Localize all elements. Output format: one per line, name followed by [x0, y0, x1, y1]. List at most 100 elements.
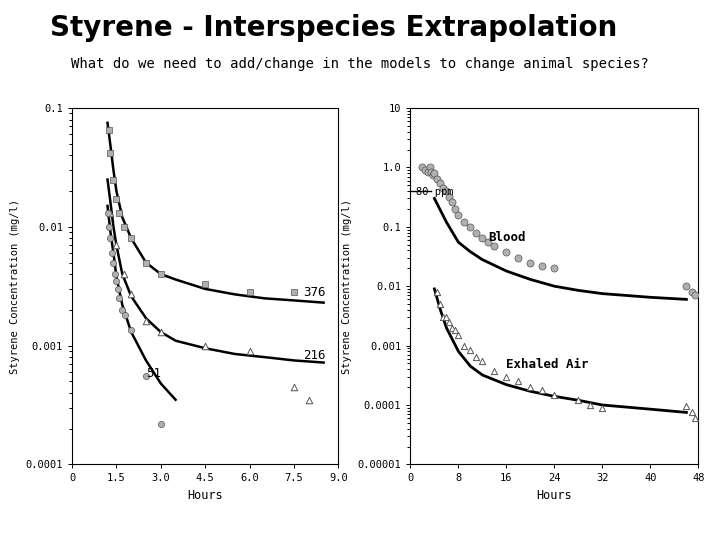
Text: Exhaled Air: Exhaled Air: [506, 358, 589, 371]
Point: [513, 377, 524, 386]
Point: [446, 198, 458, 206]
Point: [140, 258, 152, 267]
Point: [500, 247, 512, 256]
Point: [420, 166, 431, 174]
Point: [125, 290, 137, 299]
Point: [432, 174, 444, 183]
Text: 376: 376: [303, 286, 325, 299]
Point: [417, 163, 428, 172]
Y-axis label: Styrene Concentration (mg/l): Styrene Concentration (mg/l): [10, 199, 20, 374]
Point: [118, 222, 130, 231]
Point: [680, 282, 692, 291]
Point: [446, 323, 458, 332]
Point: [525, 383, 536, 391]
Point: [482, 238, 494, 247]
Point: [438, 184, 449, 192]
Point: [477, 357, 488, 366]
Text: 51: 51: [146, 367, 161, 380]
Point: [114, 209, 125, 218]
Point: [303, 395, 315, 404]
Point: [435, 179, 446, 187]
Point: [125, 326, 137, 334]
Point: [424, 163, 436, 172]
Point: [438, 313, 449, 322]
Text: 80 ppm: 80 ppm: [416, 187, 454, 197]
Text: Blood: Blood: [488, 232, 526, 245]
X-axis label: Hours: Hours: [536, 489, 572, 502]
Point: [244, 347, 256, 355]
Point: [112, 285, 124, 293]
Point: [423, 167, 434, 176]
Point: [687, 288, 698, 296]
Y-axis label: Styrene Concentration (mg/l): Styrene Concentration (mg/l): [342, 199, 352, 374]
Point: [471, 228, 482, 237]
Text: What do we need to add/change in the models to change animal species?: What do we need to add/change in the mod…: [71, 57, 649, 71]
Point: [117, 306, 128, 314]
Point: [489, 366, 500, 375]
Point: [459, 341, 470, 350]
Point: [426, 167, 437, 176]
Point: [459, 218, 470, 226]
Point: [449, 205, 461, 213]
Point: [428, 171, 439, 179]
Point: [444, 192, 455, 201]
Point: [687, 408, 698, 417]
Point: [155, 420, 166, 428]
Point: [680, 402, 692, 410]
Point: [107, 249, 118, 258]
Point: [489, 241, 500, 250]
Point: [441, 187, 452, 195]
Point: [549, 264, 560, 273]
Point: [109, 270, 121, 279]
Text: Styrene - Interspecies Extrapolation: Styrene - Interspecies Extrapolation: [50, 14, 618, 42]
Point: [199, 341, 211, 350]
Point: [432, 288, 444, 296]
Point: [690, 414, 701, 422]
Point: [585, 401, 596, 409]
Point: [244, 288, 256, 297]
Point: [471, 353, 482, 361]
Point: [288, 288, 300, 297]
Point: [120, 311, 131, 320]
Point: [155, 328, 166, 336]
Point: [464, 222, 476, 231]
Point: [102, 209, 113, 218]
Point: [114, 294, 125, 302]
Point: [125, 234, 137, 242]
Text: 216: 216: [303, 349, 325, 362]
Point: [111, 241, 122, 249]
Point: [104, 234, 116, 242]
Point: [428, 169, 440, 178]
Point: [441, 313, 452, 322]
Point: [111, 276, 122, 285]
X-axis label: Hours: Hours: [187, 489, 223, 502]
Point: [549, 390, 560, 399]
Point: [477, 234, 488, 242]
Point: [435, 300, 446, 308]
Point: [464, 346, 476, 354]
Point: [453, 211, 464, 219]
Point: [536, 261, 548, 270]
Point: [104, 148, 116, 157]
Point: [513, 254, 524, 262]
Point: [104, 209, 116, 218]
Point: [288, 382, 300, 391]
Point: [444, 318, 455, 326]
Point: [536, 386, 548, 394]
Point: [155, 270, 166, 279]
Point: [572, 396, 584, 404]
Point: [690, 291, 701, 300]
Point: [118, 270, 130, 279]
Point: [140, 372, 152, 381]
Point: [103, 222, 114, 231]
Point: [500, 373, 512, 381]
Point: [108, 258, 120, 267]
Point: [111, 195, 122, 204]
Point: [140, 317, 152, 326]
Point: [108, 175, 120, 184]
Point: [525, 258, 536, 267]
Point: [103, 126, 114, 134]
Point: [597, 403, 608, 412]
Point: [199, 280, 211, 288]
Point: [449, 326, 461, 335]
